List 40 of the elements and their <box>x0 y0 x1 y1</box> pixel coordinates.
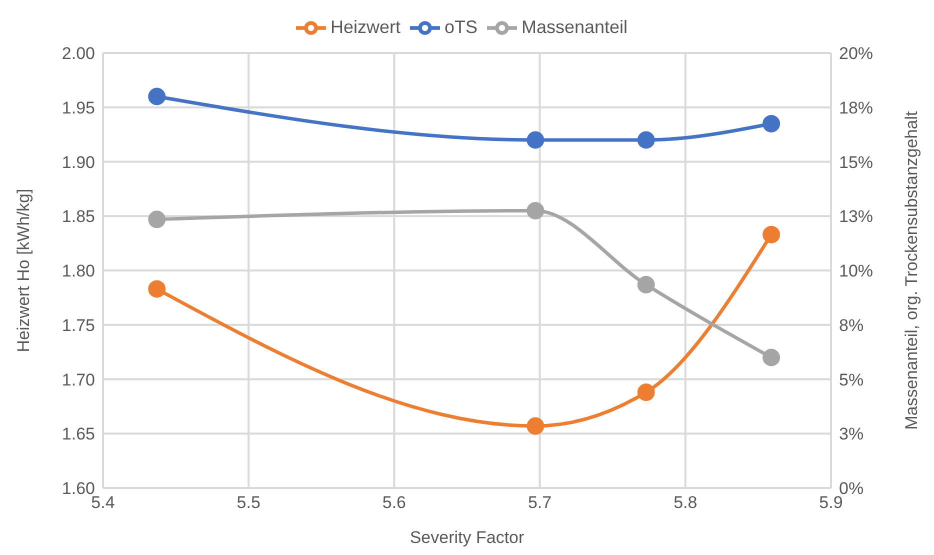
y2-tick-label: 15% <box>839 152 874 172</box>
point <box>637 131 655 149</box>
x-tick-label: 5.7 <box>528 493 552 512</box>
point <box>148 88 166 106</box>
y-tick-label: 1.85 <box>62 207 95 226</box>
legend-label: oTS <box>444 16 478 37</box>
y-tick-label: 1.75 <box>62 316 95 335</box>
legend-label: Heizwert <box>330 16 400 37</box>
y2-tick-label: 10% <box>839 262 874 281</box>
point <box>526 131 544 149</box>
x-tick-label: 5.6 <box>382 493 406 512</box>
y-tick-label: 1.80 <box>62 262 95 281</box>
x-tick-label: 5.9 <box>819 493 843 512</box>
y2-tick-label: 5% <box>839 370 864 390</box>
legend-label: Massenanteil <box>521 16 628 37</box>
point <box>148 280 166 298</box>
point <box>637 384 655 402</box>
y-tick-label: 1.90 <box>62 152 95 172</box>
x-tick-label: 5.5 <box>236 493 260 512</box>
point <box>637 276 655 294</box>
point <box>762 348 780 366</box>
point <box>148 210 166 228</box>
x-axis-title: Severity Factor <box>410 528 524 547</box>
point <box>762 114 780 132</box>
y-axis-title: Heizwert Ho [kWh/kg] <box>14 188 34 352</box>
y-tick-label: 1.95 <box>62 98 95 118</box>
point <box>762 226 780 244</box>
x-tick-label: 5.4 <box>91 493 115 512</box>
y2-axis-title: Massenanteil, org. Trockensubstanzgehalt <box>902 111 922 430</box>
y2-tick-label: 3% <box>839 424 864 444</box>
y-tick-label: 1.65 <box>62 424 95 444</box>
y2-tick-label: 20% <box>839 44 874 64</box>
y2-tick-label: 8% <box>839 316 864 335</box>
x-tick-label: 5.8 <box>674 493 698 512</box>
y-tick-label: 1.70 <box>62 370 95 390</box>
y2-tick-label: 13% <box>839 207 874 226</box>
point <box>526 417 544 435</box>
y-tick-label: 2.00 <box>62 44 95 64</box>
y2-tick-label: 18% <box>839 98 874 118</box>
point <box>526 202 544 220</box>
